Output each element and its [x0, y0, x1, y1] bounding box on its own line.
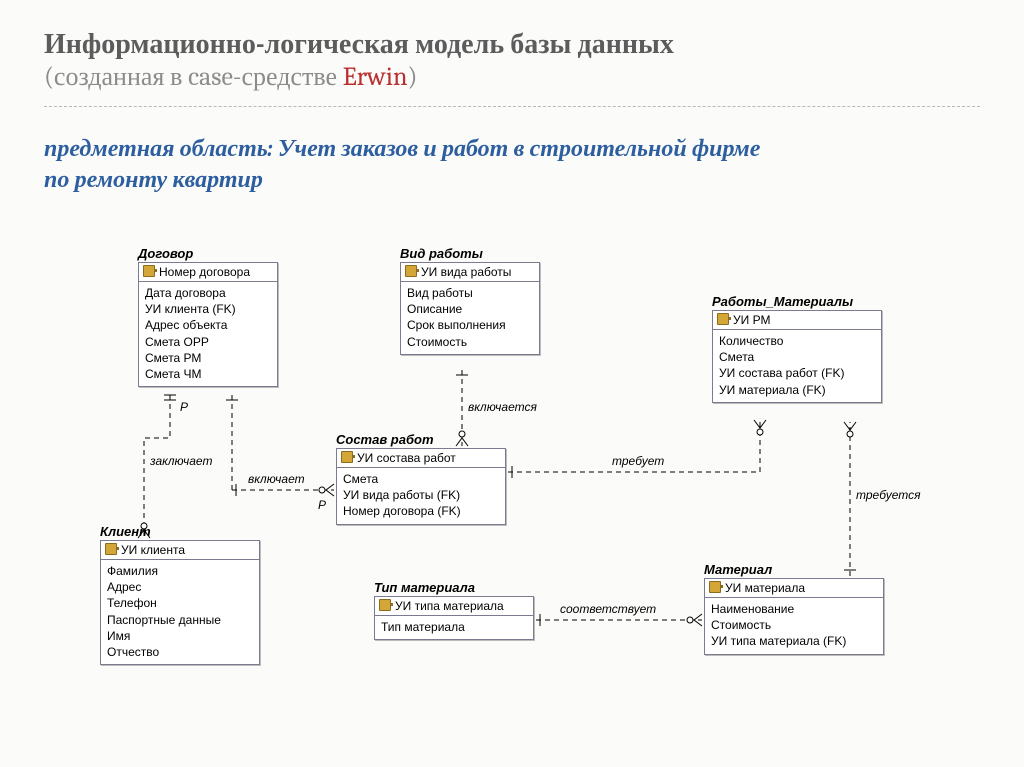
divider	[44, 106, 980, 107]
rel-vklyuchaet: включает	[248, 472, 305, 486]
attr: Смета ЧМ	[145, 366, 271, 382]
page-title: Информационно-логическая модель базы дан…	[44, 28, 980, 60]
subject-area: предметная область: Учет заказов и работ…	[44, 133, 764, 195]
key-icon	[405, 265, 417, 277]
entity-sostav-rabot: УИ состава работ Смета УИ вида работы (F…	[336, 448, 506, 525]
rel-sootv: соответствует	[560, 602, 656, 616]
p-label: P	[318, 498, 326, 512]
attr: Стоимость	[407, 334, 533, 350]
entity-attrs: Вид работы Описание Срок выполнения Стои…	[400, 281, 540, 355]
entity-attrs: Фамилия Адрес Телефон Паспортные данные …	[100, 559, 260, 665]
attr: Адрес объекта	[145, 317, 271, 333]
attr: УИ клиента (FK)	[145, 301, 271, 317]
entity-tip-materiala: УИ типа материала Тип материала	[374, 596, 534, 640]
entity-title-dogovor: Договор	[138, 246, 193, 261]
key-icon	[379, 599, 391, 611]
pk-text: УИ вида работы	[421, 265, 511, 279]
attr: УИ материала (FK)	[719, 382, 875, 398]
attr: Паспортные данные	[107, 612, 253, 628]
entity-title-tip: Тип материала	[374, 580, 475, 595]
pk-text: УИ материала	[725, 581, 805, 595]
entity-pk: УИ состава работ	[336, 448, 506, 467]
subtitle-suffix: )	[408, 62, 418, 92]
entity-attrs: Смета УИ вида работы (FK) Номер договора…	[336, 467, 506, 525]
entity-attrs: Наименование Стоимость УИ типа материала…	[704, 597, 884, 655]
slide: Информационно-логическая модель базы дан…	[0, 0, 1024, 767]
entity-pk: УИ материала	[704, 578, 884, 597]
attr: Срок выполнения	[407, 317, 533, 333]
key-icon	[709, 581, 721, 593]
attr: Количество	[719, 333, 875, 349]
pk-text: Номер договора	[159, 265, 250, 279]
subtitle-prefix: (созданная в case-средстве	[44, 62, 343, 92]
attr: Наименование	[711, 601, 877, 617]
attr: Имя	[107, 628, 253, 644]
entity-pk: Номер договора	[138, 262, 278, 281]
key-icon	[143, 265, 155, 277]
attr: УИ состава работ (FK)	[719, 365, 875, 381]
attr: Вид работы	[407, 285, 533, 301]
key-icon	[341, 451, 353, 463]
rel-vklyuchaetsya: включается	[468, 400, 537, 414]
attr: Смета	[719, 349, 875, 365]
attr: УИ вида работы (FK)	[343, 487, 499, 503]
entity-attrs: Количество Смета УИ состава работ (FK) У…	[712, 329, 882, 403]
page-subtitle: (созданная в case-средстве Erwin)	[44, 62, 980, 92]
attr: УИ типа материала (FK)	[711, 633, 877, 649]
entity-title-rm: Работы_Материалы	[712, 294, 853, 309]
attr: Стоимость	[711, 617, 877, 633]
attr: Телефон	[107, 595, 253, 611]
attr: Тип материала	[381, 619, 527, 635]
entity-klient: УИ клиента Фамилия Адрес Телефон Паспорт…	[100, 540, 260, 665]
erd-diagram: Договор Номер договора Дата договора УИ …	[0, 240, 1024, 760]
entity-pk: УИ вида работы	[400, 262, 540, 281]
attr: Смета ОРР	[145, 334, 271, 350]
key-icon	[717, 313, 729, 325]
pk-text: УИ состава работ	[357, 451, 456, 465]
entity-pk: УИ типа материала	[374, 596, 534, 615]
entity-material: УИ материала Наименование Стоимость УИ т…	[704, 578, 884, 655]
rel-trebuet: требует	[612, 454, 664, 468]
entity-attrs: Дата договора УИ клиента (FK) Адрес объе…	[138, 281, 278, 387]
rel-trebuetsya: требуется	[856, 488, 921, 502]
attr: Фамилия	[107, 563, 253, 579]
pk-text: УИ клиента	[121, 543, 185, 557]
entity-raboty-materialy: УИ РМ Количество Смета УИ состава работ …	[712, 310, 882, 403]
attr: Смета РМ	[145, 350, 271, 366]
attr: Отчество	[107, 644, 253, 660]
pk-text: УИ РМ	[733, 313, 770, 327]
p-label: P	[180, 400, 188, 414]
entity-dogovor: Номер договора Дата договора УИ клиента …	[138, 262, 278, 387]
attr: Описание	[407, 301, 533, 317]
entity-attrs: Тип материала	[374, 615, 534, 640]
rel-zaklyuchaet: заключает	[150, 454, 212, 468]
attr: Смета	[343, 471, 499, 487]
attr: Дата договора	[145, 285, 271, 301]
entity-title-material: Материал	[704, 562, 772, 577]
attr: Номер договора (FK)	[343, 503, 499, 519]
entity-title-vid: Вид работы	[400, 246, 483, 261]
entity-pk: УИ клиента	[100, 540, 260, 559]
entity-title-sostav: Состав работ	[336, 432, 434, 447]
entity-vid-raboty: УИ вида работы Вид работы Описание Срок …	[400, 262, 540, 355]
key-icon	[105, 543, 117, 555]
entity-title-klient: Клиент	[100, 524, 151, 539]
pk-text: УИ типа материала	[395, 599, 504, 613]
attr: Адрес	[107, 579, 253, 595]
entity-pk: УИ РМ	[712, 310, 882, 329]
subtitle-accent: Erwin	[343, 62, 408, 92]
